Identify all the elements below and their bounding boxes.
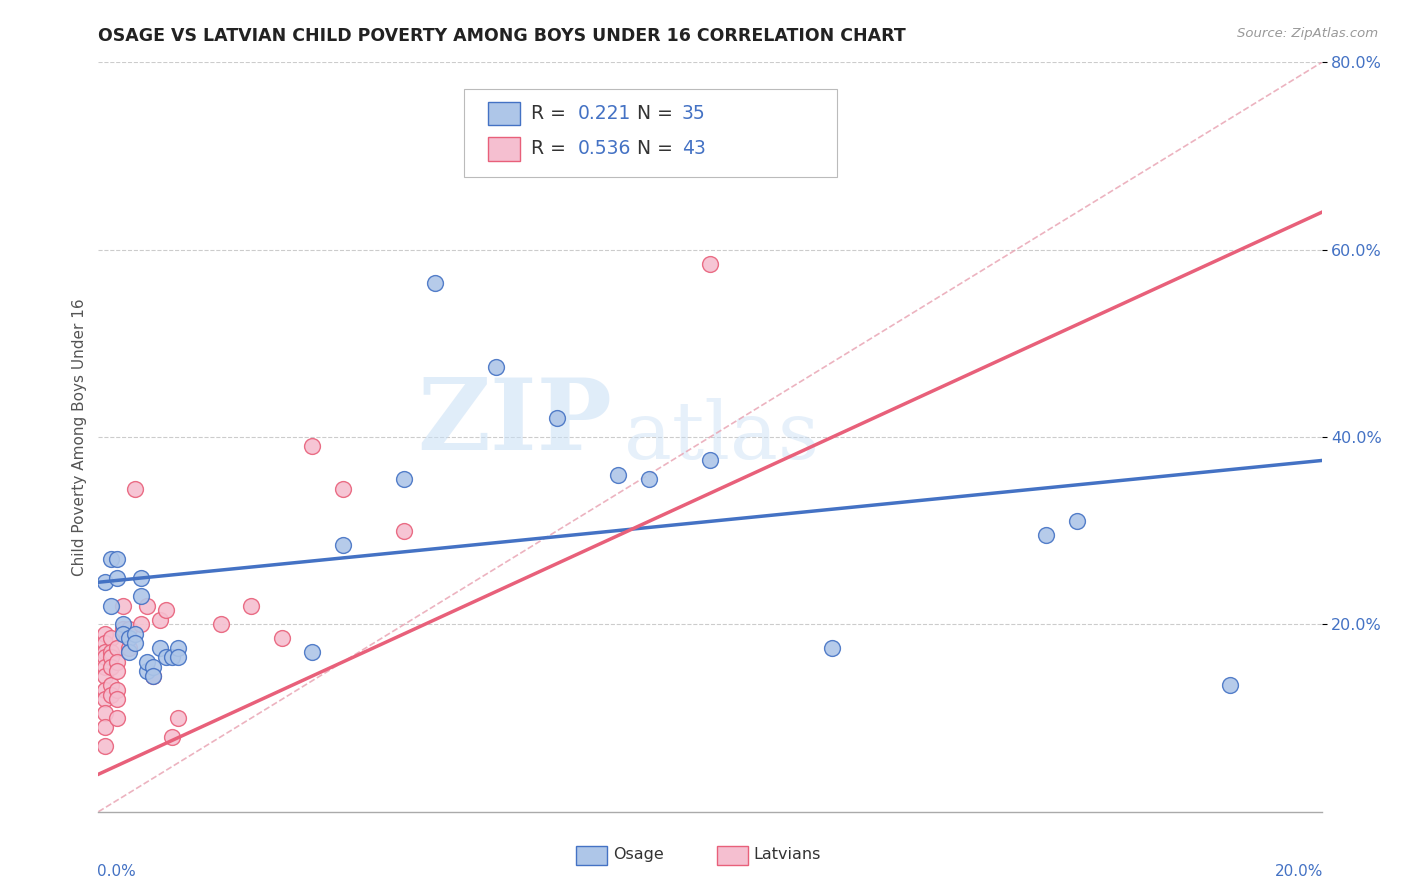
Text: 43: 43: [682, 139, 706, 159]
Point: [142, 669, 165, 683]
Point: [93, 575, 115, 590]
Point: [240, 599, 263, 613]
Point: [332, 538, 354, 552]
Point: [124, 482, 146, 496]
Point: [100, 678, 122, 692]
Point: [118, 622, 141, 636]
Point: [118, 632, 141, 646]
Point: [93, 650, 115, 665]
Point: [105, 640, 128, 655]
Point: [167, 650, 190, 665]
Point: [576, 153, 599, 168]
Point: [105, 551, 128, 566]
Text: OSAGE VS LATVIAN CHILD POVERTY AMONG BOYS UNDER 16 CORRELATION CHART: OSAGE VS LATVIAN CHILD POVERTY AMONG BOY…: [98, 27, 907, 45]
Text: Latvians: Latvians: [754, 847, 821, 862]
Text: 0.0%: 0.0%: [97, 864, 136, 880]
Text: R =: R =: [531, 103, 572, 123]
Point: [93, 659, 115, 673]
Point: [93, 692, 115, 706]
Point: [167, 640, 190, 655]
Point: [118, 640, 141, 655]
Point: [136, 664, 159, 679]
Point: [100, 632, 122, 646]
Point: [105, 571, 128, 585]
Point: [111, 626, 134, 640]
Point: [93, 636, 115, 650]
Point: [129, 571, 152, 585]
Point: [160, 650, 183, 665]
Point: [105, 655, 128, 669]
Text: 0.536: 0.536: [578, 139, 631, 159]
Text: ZIP: ZIP: [418, 374, 612, 471]
Point: [301, 646, 323, 660]
Point: [136, 599, 159, 613]
Point: [821, 640, 844, 655]
Point: [100, 688, 122, 702]
Text: N =: N =: [637, 103, 679, 123]
Point: [129, 590, 152, 604]
Point: [105, 683, 128, 698]
Point: [93, 669, 115, 683]
Point: [637, 472, 661, 486]
Point: [100, 599, 122, 613]
Point: [105, 664, 128, 679]
Point: [93, 626, 115, 640]
Text: N =: N =: [637, 139, 679, 159]
Point: [1066, 514, 1088, 528]
Point: [93, 706, 115, 721]
Point: [111, 599, 134, 613]
Text: 20.0%: 20.0%: [1274, 864, 1323, 880]
Point: [136, 655, 159, 669]
Point: [209, 617, 232, 632]
Text: 35: 35: [682, 103, 706, 123]
Point: [392, 524, 416, 538]
Point: [129, 617, 152, 632]
Point: [124, 626, 146, 640]
Point: [149, 640, 172, 655]
Point: [93, 739, 115, 753]
Point: [607, 467, 630, 482]
Point: [1035, 528, 1057, 542]
Point: [93, 683, 115, 698]
Point: [332, 482, 354, 496]
Point: [93, 721, 115, 735]
Point: [155, 650, 177, 665]
Point: [100, 650, 122, 665]
Point: [423, 276, 446, 290]
Text: 0.221: 0.221: [578, 103, 631, 123]
Point: [270, 632, 292, 646]
Point: [485, 359, 508, 374]
Point: [392, 472, 416, 486]
Point: [149, 613, 172, 627]
Point: [105, 692, 128, 706]
Point: [105, 711, 128, 725]
Y-axis label: Child Poverty Among Boys Under 16: Child Poverty Among Boys Under 16: [72, 298, 87, 576]
Point: [100, 659, 122, 673]
Point: [167, 711, 190, 725]
Point: [111, 617, 134, 632]
Point: [301, 440, 323, 454]
Point: [118, 646, 141, 660]
Point: [142, 669, 165, 683]
Point: [1219, 678, 1241, 692]
Point: [155, 603, 177, 617]
Point: [546, 411, 568, 425]
Text: Osage: Osage: [613, 847, 664, 862]
Point: [93, 646, 115, 660]
Point: [100, 551, 122, 566]
Point: [160, 730, 183, 744]
Point: [111, 622, 134, 636]
Point: [142, 659, 165, 673]
Point: [124, 636, 146, 650]
Point: [699, 453, 721, 467]
Text: Source: ZipAtlas.com: Source: ZipAtlas.com: [1237, 27, 1378, 40]
Text: R =: R =: [531, 139, 572, 159]
Point: [100, 646, 122, 660]
Text: atlas: atlas: [624, 398, 820, 476]
Point: [699, 257, 721, 271]
